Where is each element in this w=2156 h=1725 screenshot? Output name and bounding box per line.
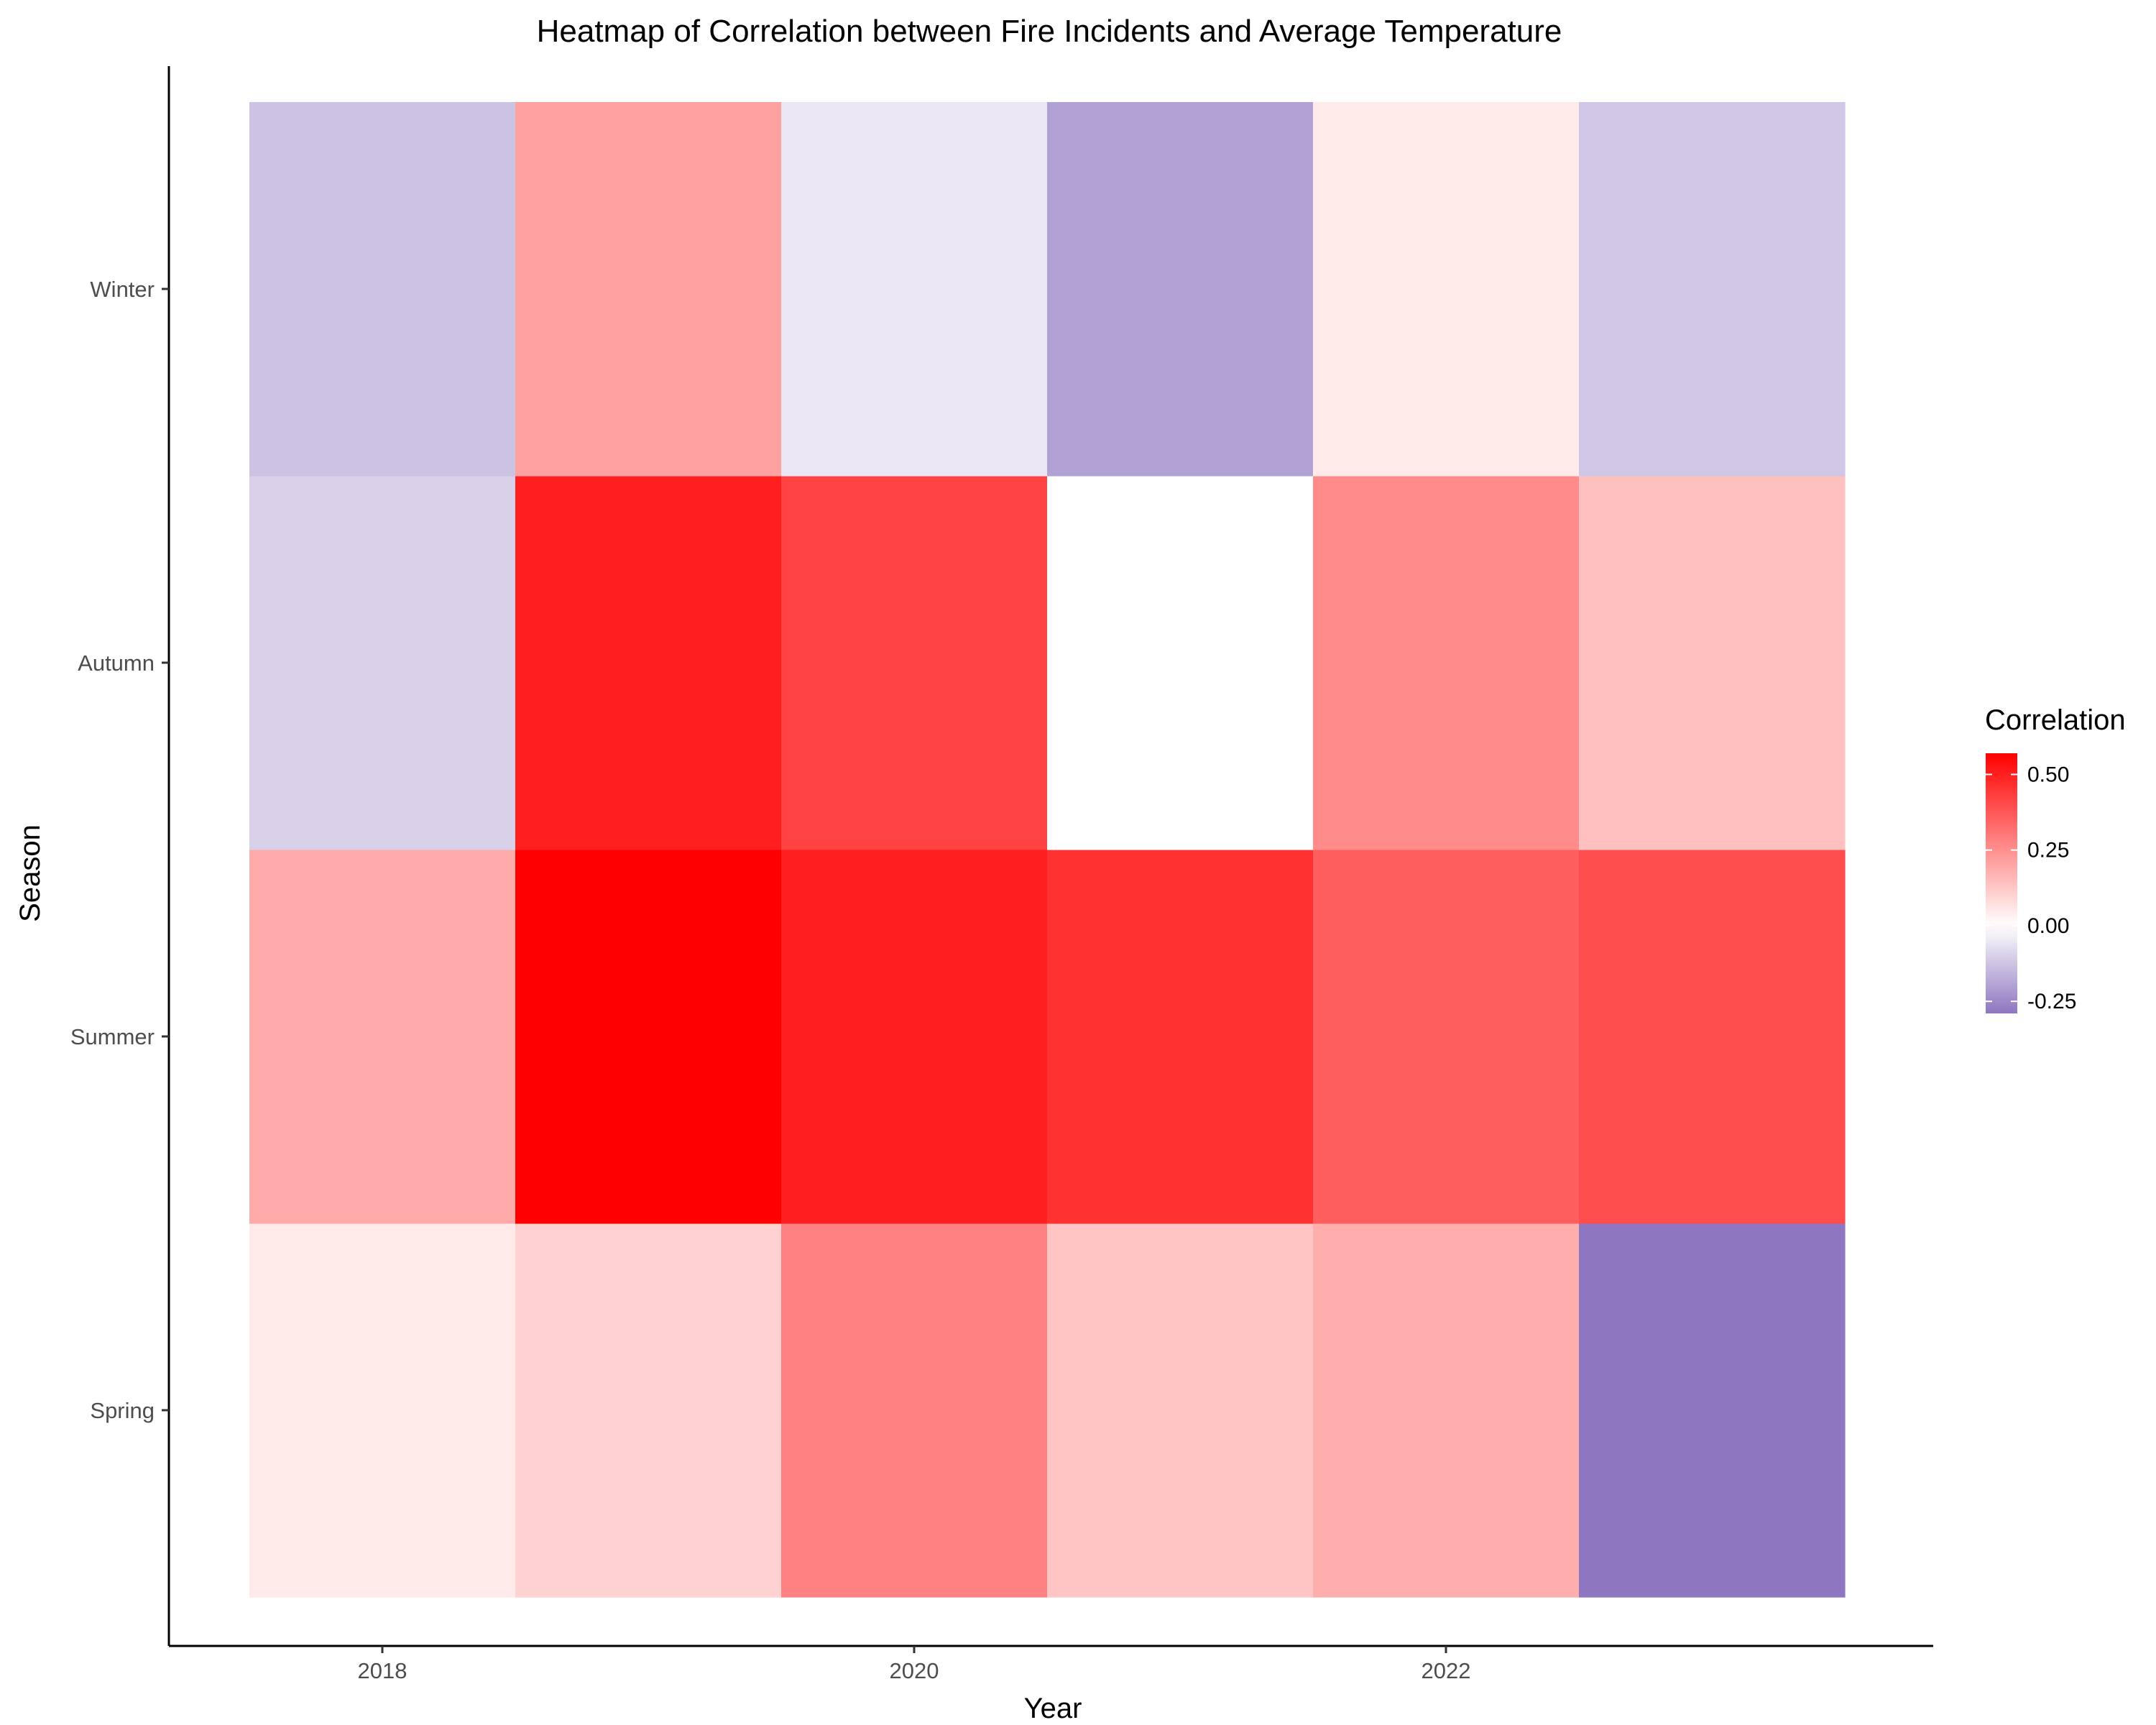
heatmap-cell-autumn-2018 [249,476,516,850]
x-tick-label: 2022 [1422,1658,1471,1683]
heatmap-cell-autumn-2022 [1313,476,1580,850]
heatmap-cell-autumn-2020 [781,476,1048,850]
x-tick-label: 2018 [358,1658,407,1683]
heatmap-cell-winter-2021 [1047,102,1314,477]
y-tick-label: Autumn [78,650,155,676]
y-axis-ticks: Spring Summer Autumn Winter [70,277,169,1423]
heatmap-cell-summer-2022 [1313,850,1580,1224]
heatmap-cell-winter-2020 [781,102,1048,477]
heatmap-cell-summer-2018 [249,850,516,1224]
heatmap-cell-autumn-2023 [1579,476,1846,850]
heatmap-cell-winter-2018 [249,102,516,477]
heatmap-cell-winter-2023 [1579,102,1846,477]
heatmap-cell-winter-2022 [1313,102,1580,477]
heatmap-cell-summer-2019 [515,850,782,1224]
heatmap-cell-summer-2021 [1047,850,1314,1224]
legend-tick-label: -0.25 [2027,990,2076,1013]
heatmap-cell-spring-2019 [515,1223,782,1598]
chart-title: Heatmap of Correlation between Fire Inci… [537,14,1562,49]
y-tick-label: Summer [70,1024,155,1049]
heatmap-cell-spring-2021 [1047,1223,1314,1598]
x-axis-title: Year [1024,1693,1082,1724]
heatmap-cell-autumn-2019 [515,476,782,850]
heatmap-cell-summer-2020 [781,850,1048,1224]
legend-ticks: 0.50 0.25 0.00 -0.25 [1986,763,2076,1013]
legend-tick-label: 0.00 [2027,914,2069,938]
heatmap-cell-spring-2020 [781,1223,1048,1598]
legend-colorbar [1986,753,2017,1013]
heatmap-cell-autumn-2021 [1047,476,1314,850]
heatmap-cells [249,102,1846,1598]
heatmap-cell-spring-2018 [249,1223,516,1598]
heatmap-cell-spring-2023 [1579,1223,1846,1598]
x-tick-label: 2020 [890,1658,939,1683]
heatmap-cell-spring-2022 [1313,1223,1580,1598]
y-tick-label: Winter [90,277,155,302]
heatmap-cell-summer-2023 [1579,850,1846,1224]
color-legend: Correlation 0.50 0.25 0.00 -0.25 [1985,704,2126,1013]
y-tick-label: Spring [90,1398,155,1423]
x-axis-ticks: 2018 2020 2022 [358,1646,1471,1683]
legend-tick-label: 0.25 [2027,839,2069,862]
legend-tick-label: 0.50 [2027,763,2069,786]
heatmap-cell-winter-2019 [515,102,782,477]
y-axis-title: Season [14,824,46,922]
legend-title: Correlation [1985,704,2126,736]
